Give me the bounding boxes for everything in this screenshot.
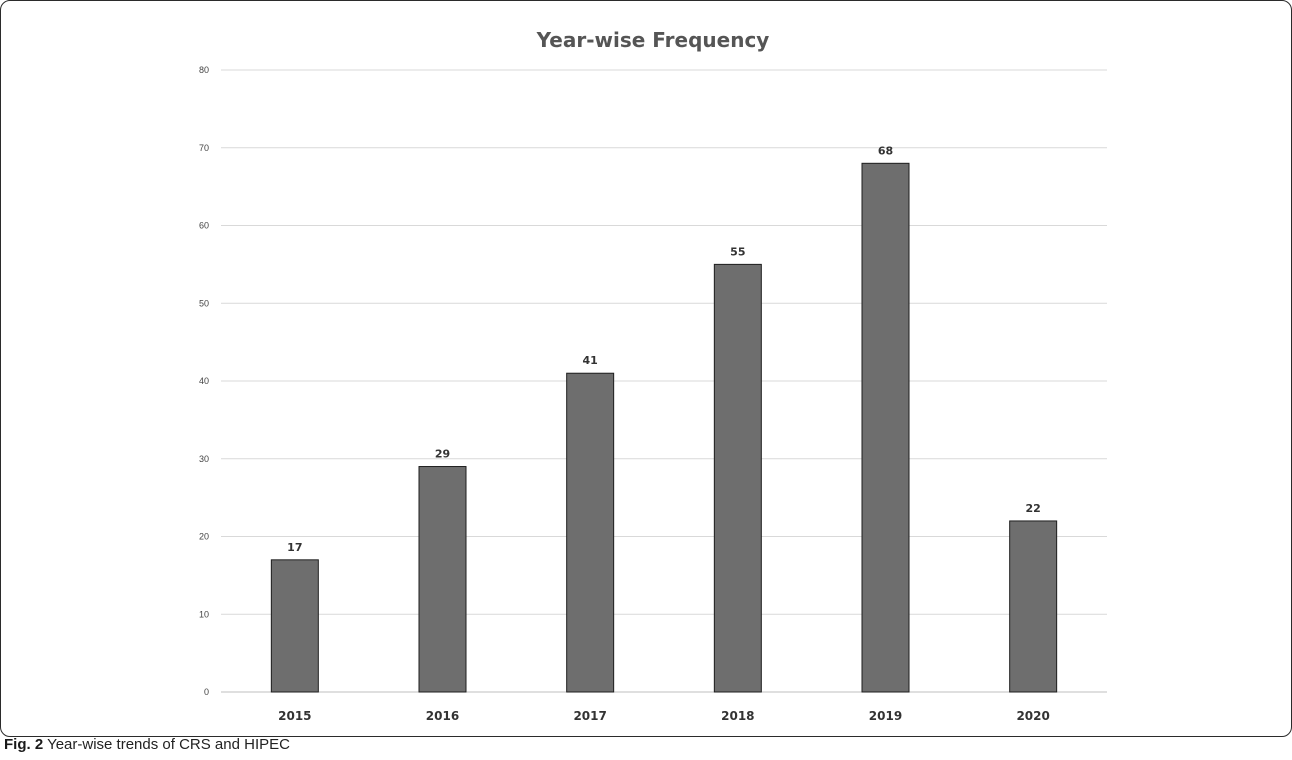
bar-chart: Year-wise Frequency 0 10 20 30 40 50 60 70 80 17… (199, 28, 1107, 723)
data-label: 41 (583, 354, 598, 367)
y-tick-label: 20 (199, 532, 209, 542)
data-label: 55 (730, 245, 745, 258)
bar (861, 162, 910, 693)
x-tick-label: 2019 (869, 709, 902, 723)
y-tick-label: 30 (199, 454, 209, 464)
bar (418, 466, 467, 693)
chart-title: Year-wise Frequency (536, 28, 770, 52)
data-label: 22 (1026, 502, 1041, 515)
data-labels: 17 29 41 55 68 22 (287, 144, 1041, 554)
gridlines (221, 69, 1107, 693)
x-tick-label: 2015 (278, 709, 311, 723)
x-axis-ticks: 2015 2016 2017 2018 2019 2020 (278, 709, 1050, 723)
x-tick-label: 2018 (721, 709, 754, 723)
figure-caption: Fig. 2 Year-wise trends of CRS and HIPEC (4, 736, 290, 753)
y-tick-label: 50 (199, 298, 209, 308)
bar (1009, 520, 1058, 693)
figure-frame: Year-wise Frequency 0 10 20 30 40 50 60 70 80 17… (0, 0, 1292, 737)
bar (566, 372, 615, 693)
figure-caption-label: Fig. 2 (4, 736, 44, 753)
data-label: 17 (287, 541, 302, 554)
y-tick-label: 80 (199, 65, 209, 75)
bar (270, 559, 319, 693)
data-label: 68 (878, 144, 893, 157)
bars (270, 162, 1058, 693)
x-tick-label: 2020 (1016, 709, 1049, 723)
figure-caption-text: Year-wise trends of CRS and HIPEC (47, 736, 290, 753)
y-tick-label: 60 (199, 221, 209, 231)
x-tick-label: 2016 (426, 709, 459, 723)
x-tick-label: 2017 (573, 709, 606, 723)
y-tick-label: 40 (199, 376, 209, 386)
y-axis-ticks: 0 10 20 30 40 50 60 70 80 (199, 65, 209, 697)
y-tick-label: 70 (199, 143, 209, 153)
y-tick-label: 0 (204, 687, 209, 697)
data-label: 29 (435, 448, 450, 461)
y-tick-label: 10 (199, 609, 209, 619)
bar (713, 263, 762, 693)
